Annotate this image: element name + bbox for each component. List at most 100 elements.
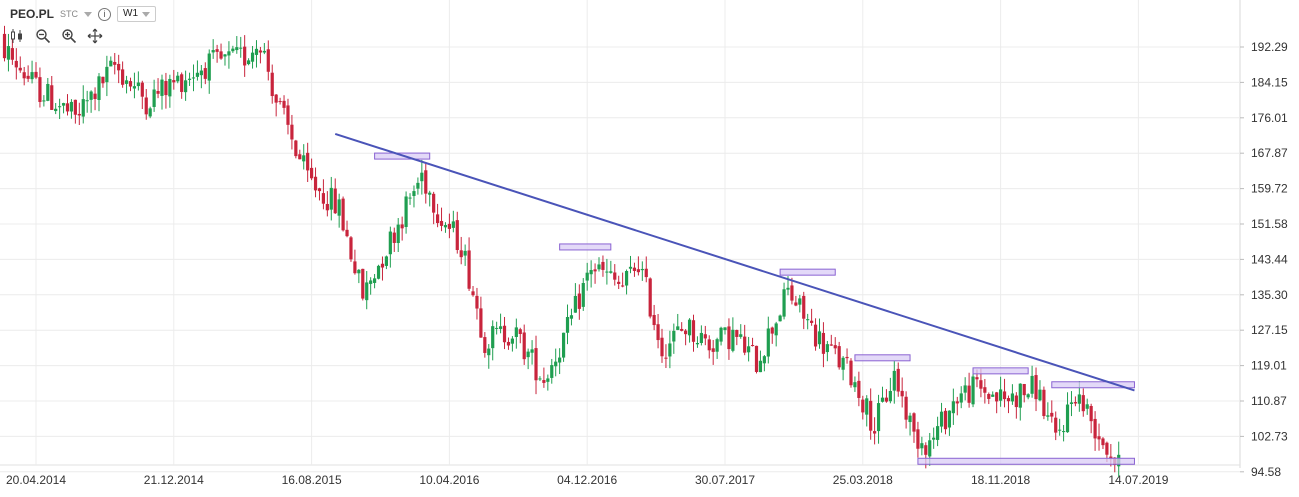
candle-body [880,397,885,402]
candle-body [719,327,723,342]
candle-body [388,231,392,255]
candle-body [684,330,688,335]
candle-body [42,100,46,102]
candle [514,318,518,349]
candle-body [50,85,54,110]
candle [380,256,385,281]
horizontal-zone[interactable] [1051,381,1135,389]
candle-body [254,48,259,55]
candle [605,258,609,285]
candle [829,334,833,346]
candle-body [180,74,184,92]
candle-body [691,320,696,342]
candle-body [530,349,534,353]
candle [81,85,85,124]
candle [247,58,251,66]
candle-body [1101,438,1105,446]
x-tick-label: 21.12.2014 [144,473,204,487]
candle [211,39,215,59]
candle [432,191,436,225]
candle [408,193,412,205]
horizontal-zone[interactable] [779,268,836,276]
zoom-in-icon[interactable] [60,27,78,45]
candle-body [26,75,30,79]
candle [1030,365,1034,398]
candle [136,71,140,91]
candle [912,412,916,443]
candle-body [498,326,503,329]
zoom-out-icon[interactable] [34,27,52,45]
candle [518,327,522,344]
candle-body [451,221,455,228]
candle-body [1026,394,1030,398]
candle [498,313,503,334]
candle [766,316,770,364]
candle-body [274,94,278,103]
candle-body [168,78,172,97]
chart-type-dropdown-icon[interactable] [84,11,93,17]
trendline-layer[interactable] [334,132,1135,392]
candle-body [124,80,129,84]
x-axis: 20.04.2014 21.12.2014 16.08.2015 10.04.2016… [6,473,1169,487]
candle-body [294,140,298,157]
candle-body [435,214,440,224]
candle-body [353,261,357,274]
candlestick-style-icon[interactable] [8,27,26,45]
candle [750,337,755,347]
candle [565,304,570,345]
candle-body [184,80,188,93]
candle [672,323,676,354]
candle-body [447,223,451,229]
y-tick-label: 135.30 [1251,288,1288,302]
symbol-label[interactable]: PEO.PL [10,7,55,21]
candle-body [317,188,322,192]
candle-body [916,429,920,449]
candle [687,318,692,343]
candle [597,257,601,272]
candle-body [203,68,207,79]
candle-body [565,316,570,333]
horizontal-zone[interactable] [854,354,911,362]
candle-body [1105,442,1109,455]
candle-body [577,293,581,309]
candle-body [715,339,719,352]
candle-body [424,170,428,194]
candle-body [936,426,940,440]
candle-body [270,72,274,97]
horizontal-zone[interactable] [917,457,1135,465]
candle-body [428,192,432,195]
x-tick-label: 16.08.2015 [282,473,342,487]
candle [61,102,66,114]
candle [262,42,266,55]
candle-body [1034,375,1038,400]
horizontal-zone[interactable] [559,243,612,251]
candle-body [140,82,144,97]
y-tick-label: 143.44 [1251,252,1288,266]
candle-body [396,224,400,244]
candle-body [101,76,105,84]
candle [467,237,471,291]
candle [806,313,810,330]
candle-body [754,345,759,372]
candle-body [290,124,294,140]
candle-body [837,346,841,368]
trendline[interactable] [334,132,1135,392]
candle-body [416,182,420,189]
chart-type-label[interactable]: STC [60,9,79,19]
candle [853,376,857,392]
candle-body [2,33,7,59]
candle-body [160,79,164,96]
candle [77,102,81,125]
candle-body [487,348,491,356]
candle [664,344,668,368]
horizontal-zone[interactable] [972,367,1029,375]
candle-body [959,393,963,403]
interval-select[interactable]: W1 [117,6,157,22]
pan-move-icon[interactable] [86,27,104,45]
candle-body [215,49,219,52]
candle-body [613,272,617,280]
candle [34,62,38,80]
info-icon[interactable]: i [98,7,112,21]
